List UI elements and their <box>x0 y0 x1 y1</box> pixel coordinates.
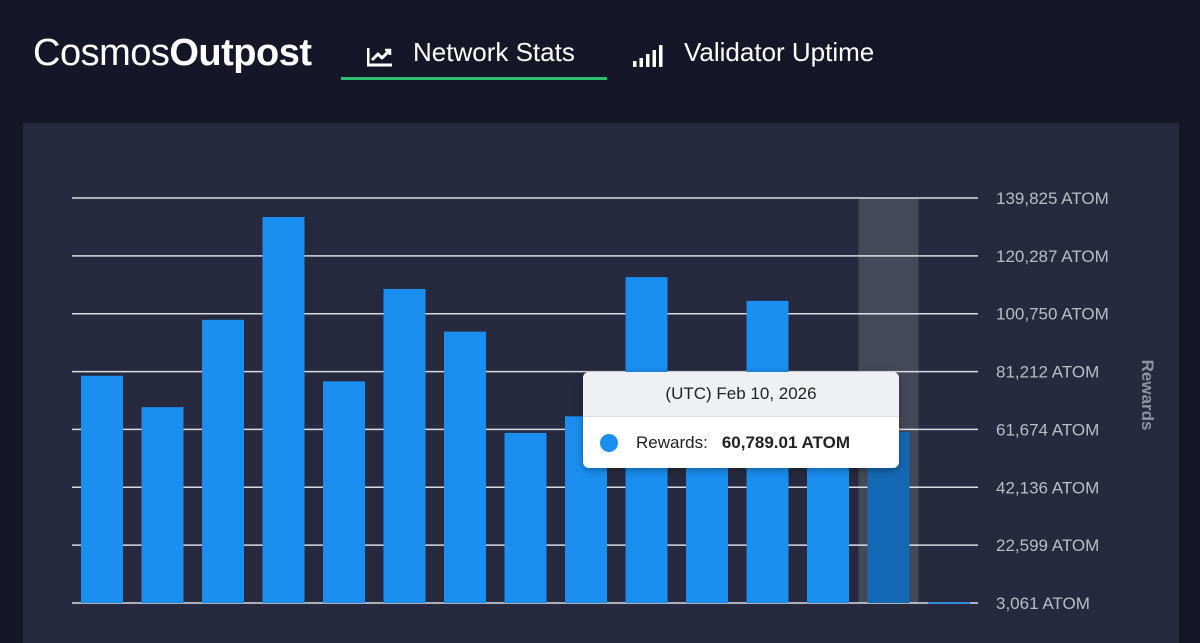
bar[interactable] <box>444 331 486 603</box>
tab-network-stats-label: Network Stats <box>413 37 575 67</box>
tooltip-title: (UTC) Feb 10, 2026 <box>583 372 899 417</box>
bar[interactable] <box>383 288 426 603</box>
bar[interactable] <box>928 602 970 604</box>
bar[interactable] <box>81 375 123 603</box>
tooltip-row: Rewards: 60,789.01 ATOM <box>583 417 899 468</box>
y-tick-label: 120,287 ATOM <box>996 247 1109 266</box>
logo-bold-text: Outpost <box>169 32 312 74</box>
y-tick-label: 100,750 ATOM <box>996 305 1109 324</box>
y-tick-label: 42,136 ATOM <box>996 478 1099 497</box>
y-tick-label: 3,061 ATOM <box>996 594 1090 613</box>
y-tick-label: 81,212 ATOM <box>996 363 1099 382</box>
bar[interactable] <box>202 319 244 603</box>
tooltip-series-label: Rewards: <box>636 432 708 452</box>
y-tick-label: 139,825 ATOM <box>996 189 1109 208</box>
chart-tooltip: (UTC) Feb 10, 2026 Rewards: 60,789.01 AT… <box>583 372 899 468</box>
bar[interactable] <box>141 407 184 603</box>
y-tick-label: 61,674 ATOM <box>996 420 1099 439</box>
signal-bars-icon <box>632 40 664 76</box>
y-axis-ticks: 139,825 ATOM 120,287 ATOM 100,750 ATOM 81,2… <box>996 189 1109 613</box>
bar[interactable] <box>504 432 547 603</box>
bar[interactable] <box>262 217 305 604</box>
tab-validator-uptime[interactable]: Validator Uptime <box>632 34 874 80</box>
top-nav: CosmosOutpost Network Stats Validator Up… <box>0 0 1200 110</box>
series-color-dot <box>600 433 618 452</box>
tooltip-value: 60,789.01 ATOM <box>721 432 851 452</box>
trend-chart-icon <box>366 40 393 76</box>
logo-light-text: Cosmos <box>33 32 170 74</box>
y-axis-label: Rewards <box>1138 360 1157 431</box>
y-tick-label: 22,599 ATOM <box>996 536 1099 555</box>
tab-network-stats[interactable]: Network Stats <box>341 34 607 80</box>
tab-validator-uptime-label: Validator Uptime <box>684 37 875 67</box>
bar[interactable] <box>323 381 365 603</box>
app-logo[interactable]: CosmosOutpost <box>33 31 312 75</box>
active-tab-indicator <box>341 77 607 80</box>
